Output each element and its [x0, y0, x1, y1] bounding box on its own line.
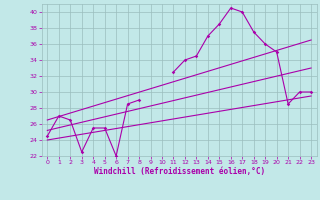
X-axis label: Windchill (Refroidissement éolien,°C): Windchill (Refroidissement éolien,°C) — [94, 167, 265, 176]
